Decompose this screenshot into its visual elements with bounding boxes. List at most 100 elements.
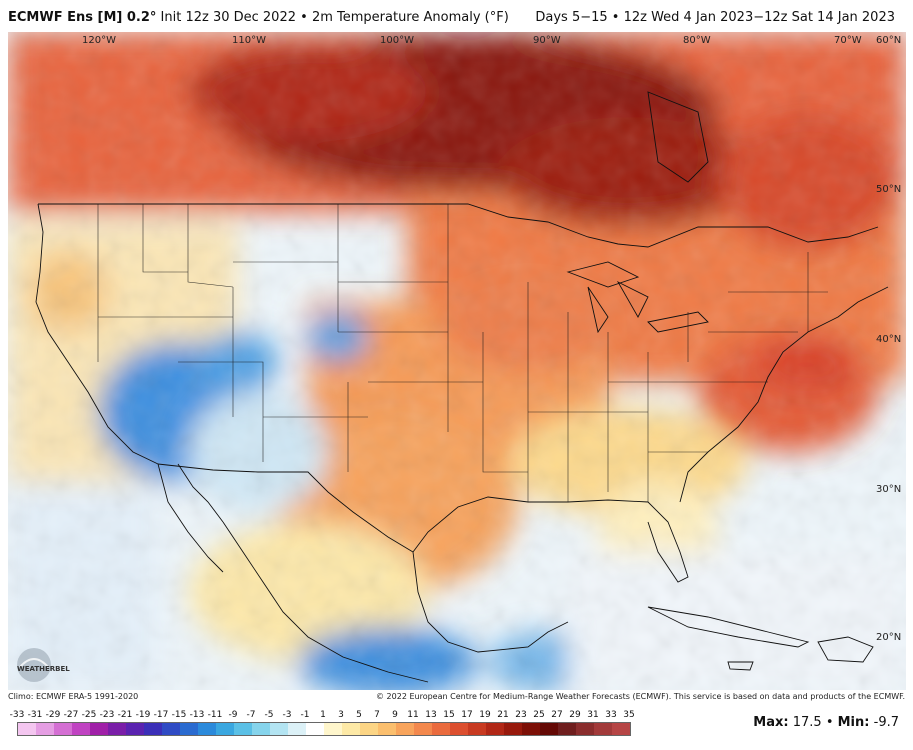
- lake-erie: [647, 311, 709, 333]
- weatherbell-logo: WEATHERBELL: [14, 645, 75, 685]
- legend-tick: -5: [264, 710, 274, 720]
- legend-tick: -7: [246, 710, 256, 720]
- legend-tick: 31: [587, 710, 599, 720]
- legend-tick: 5: [356, 710, 362, 720]
- cuba: [647, 606, 810, 648]
- legend-tick: -13: [189, 710, 205, 720]
- max-min-readout: Max: 17.5 • Min: -9.7: [753, 715, 899, 730]
- legend-swatch: [342, 723, 360, 735]
- svg-text:WEATHERBELL: WEATHERBELL: [17, 665, 70, 673]
- legend-swatch: [414, 723, 432, 735]
- legend-swatch: [486, 723, 504, 735]
- lat-label-40n: 40°N: [876, 334, 901, 345]
- max-label: Max:: [753, 715, 789, 730]
- us-mexico-border: [157, 463, 414, 553]
- lon-label-110w: 110°W: [232, 35, 266, 46]
- map-svg: 120°W 110°W 100°W 90°W 80°W 70°W 60°N 50…: [8, 32, 906, 690]
- climo-note: Climo: ECMWF ERA-5 1991-2020: [8, 692, 139, 701]
- legend-swatch: [504, 723, 522, 735]
- lat-label-50n: 50°N: [876, 184, 901, 195]
- lon-label-120w: 120°W: [82, 35, 116, 46]
- lon-label-70w: 70°W: [834, 35, 862, 46]
- legend-swatch: [36, 723, 54, 735]
- legend-tick: 13: [425, 710, 437, 720]
- legend-swatch: [234, 723, 252, 735]
- stats-separator: •: [825, 715, 834, 730]
- legend-swatch: [540, 723, 558, 735]
- legend-swatch: [396, 723, 414, 735]
- legend-tick: -1: [300, 710, 310, 720]
- model-name: ECMWF Ens [M] 0.2°: [8, 10, 157, 25]
- legend-tick: -19: [135, 710, 151, 720]
- lat-label-20n: 20°N: [876, 632, 901, 643]
- legend-tick: -23: [99, 710, 115, 720]
- legend-swatch: [450, 723, 468, 735]
- legend-tick: -15: [171, 710, 187, 720]
- state-lines: [97, 204, 828, 502]
- legend-tick: 35: [623, 710, 635, 720]
- east-coast: [679, 286, 889, 503]
- lat-label-60n: 60°N: [876, 35, 901, 46]
- mexico-gulf-coast: [412, 551, 569, 653]
- legend-swatch: [72, 723, 90, 735]
- legend-tick: 1: [320, 710, 326, 720]
- color-legend: [17, 722, 631, 736]
- legend-swatch: [162, 723, 180, 735]
- legend-swatch: [198, 723, 216, 735]
- legend-swatch: [432, 723, 450, 735]
- legend-swatch: [360, 723, 378, 735]
- legend-swatch: [594, 723, 612, 735]
- legend-tick: -25: [81, 710, 97, 720]
- baja-coast: [157, 463, 224, 573]
- legend-swatch: [18, 723, 36, 735]
- legend-tick: 33: [605, 710, 617, 720]
- legend-swatch: [216, 723, 234, 735]
- legend-swatch: [324, 723, 342, 735]
- gulf-coast: [412, 496, 689, 583]
- legend-tick: 29: [569, 710, 581, 720]
- legend-swatch: [522, 723, 540, 735]
- legend-tick: -3: [282, 710, 292, 720]
- legend-swatch: [288, 723, 306, 735]
- legend-swatch: [90, 723, 108, 735]
- mexico-west-coast: [222, 521, 429, 683]
- west-coast: [35, 203, 159, 465]
- legend-swatch: [558, 723, 576, 735]
- max-value: 17.5: [792, 715, 822, 730]
- lake-michigan: [587, 286, 609, 334]
- legend-swatch: [576, 723, 594, 735]
- valid-range: Days 5−15 • 12z Wed 4 Jan 2023−12z Sat 1…: [535, 10, 895, 25]
- copyright-note: © 2022 European Centre for Medium-Range …: [376, 692, 905, 701]
- lon-label-90w: 90°W: [533, 35, 561, 46]
- us-canada-border: [38, 203, 879, 248]
- title-separator: •: [300, 10, 308, 25]
- legend-tick: -31: [27, 710, 43, 720]
- legend-tick: 17: [461, 710, 473, 720]
- legend-tick: 21: [497, 710, 509, 720]
- legend-tick: 11: [407, 710, 419, 720]
- legend-swatch: [252, 723, 270, 735]
- init-time: Init 12z 30 Dec 2022: [160, 10, 296, 25]
- legend-tick: 9: [392, 710, 398, 720]
- legend-tick: 15: [443, 710, 455, 720]
- variable-name: 2m Temperature Anomaly (°F): [311, 10, 509, 25]
- legend-tick: 27: [551, 710, 563, 720]
- header: ECMWF Ens [M] 0.2° Init 12z 30 Dec 2022 …: [0, 0, 913, 32]
- legend-tick: 23: [515, 710, 527, 720]
- legend-tick: 3: [338, 710, 344, 720]
- min-value: -9.7: [873, 715, 899, 730]
- legend-tick: -33: [9, 710, 25, 720]
- lake-huron: [616, 280, 649, 318]
- legend-tick: -29: [45, 710, 61, 720]
- legend-swatch: [270, 723, 288, 735]
- min-label: Min:: [837, 715, 870, 730]
- legend-swatch: [612, 723, 630, 735]
- lake-superior: [566, 261, 640, 288]
- legend-swatch: [468, 723, 486, 735]
- legend-tick: -17: [153, 710, 169, 720]
- map-texture: [8, 32, 906, 690]
- jamaica: [727, 661, 754, 671]
- legend-swatch: [180, 723, 198, 735]
- hispaniola: [817, 636, 874, 663]
- map-title: ECMWF Ens [M] 0.2° Init 12z 30 Dec 2022 …: [8, 10, 509, 25]
